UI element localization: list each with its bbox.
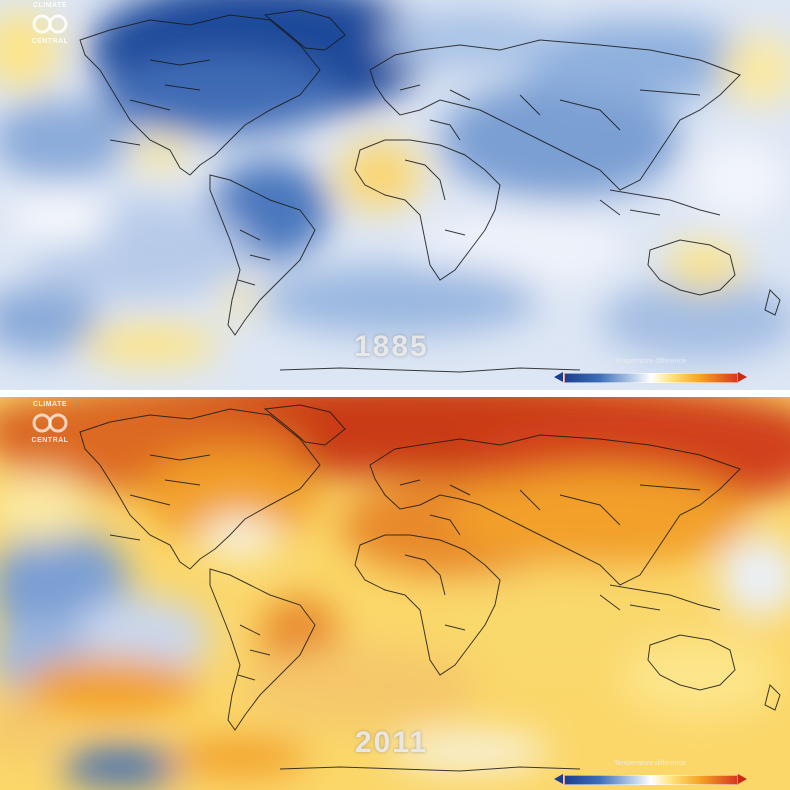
- infinity-logo-icon: [32, 14, 68, 34]
- map-panel-1885: CLIMATE CENTRAL 1885 Temperature differe…: [0, 0, 790, 390]
- legend-arrow-left-icon: [554, 372, 563, 382]
- legend-title: Temperature difference: [614, 760, 686, 767]
- logo-text-line1: CLIMATE: [32, 401, 68, 408]
- legend-arrow-left-icon: [554, 774, 563, 784]
- legend-color-scale: [564, 775, 738, 785]
- temperature-legend: Temperature difference: [550, 355, 750, 383]
- coastlines: [79, 9, 781, 373]
- coastlines: [79, 404, 781, 772]
- climate-central-logo: CLIMATE CENTRAL: [20, 2, 80, 46]
- temperature-legend: Temperature difference: [550, 757, 750, 785]
- panel-divider: [0, 390, 790, 397]
- year-label: 2011: [355, 726, 429, 759]
- year-label: 1885: [354, 330, 429, 363]
- legend-arrow-right-icon: [738, 372, 747, 382]
- infinity-logo-icon: [32, 413, 68, 433]
- temperature-anomaly-map: [0, 0, 790, 390]
- climate-central-logo: CLIMATE CENTRAL: [20, 401, 80, 445]
- legend-title: Temperature difference: [614, 358, 686, 365]
- logo-text-line2: CENTRAL: [31, 437, 69, 444]
- map-panel-2011: CLIMATE CENTRAL 2011 Temperature differe…: [0, 397, 790, 790]
- logo-text-line1: CLIMATE: [32, 2, 68, 9]
- legend-color-scale: [564, 373, 738, 383]
- temperature-anomaly-map: [0, 397, 790, 790]
- legend-arrow-right-icon: [738, 774, 747, 784]
- logo-text-line2: CENTRAL: [31, 38, 69, 45]
